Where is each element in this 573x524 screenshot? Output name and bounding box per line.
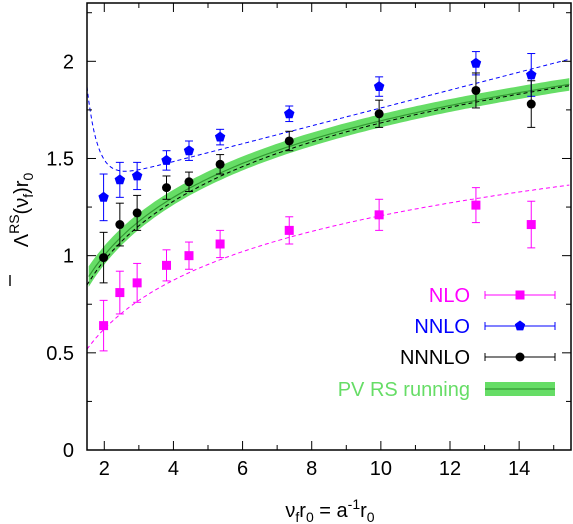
- nnlo-point: [526, 69, 537, 80]
- nlo-point: [215, 239, 225, 249]
- nnlo-point: [373, 81, 385, 91]
- pv-rs-running-band: [88, 78, 570, 287]
- nnnlo-point: [526, 99, 536, 109]
- points-layer: [98, 51, 537, 352]
- nnlo-point: [98, 191, 109, 202]
- y-tick-label: 1: [63, 246, 74, 268]
- y-tick-label: 2: [63, 51, 74, 73]
- x-tick-label: 12: [439, 458, 461, 480]
- legend-label-nlo: NLO: [429, 285, 470, 307]
- nnnlo-fit-curve: [87, 85, 570, 286]
- nlo-point: [184, 251, 194, 261]
- x-axis-label: νfr0 = a-1r0: [285, 496, 374, 524]
- nlo-point: [284, 225, 294, 235]
- nlo-point: [132, 278, 142, 288]
- ticks-layer: 2 4 6 8 10 12 14 0 0.5 1 1.5 2: [46, 3, 571, 480]
- plot-frame: [86, 2, 572, 451]
- y-tick-label: 1.5: [46, 148, 74, 170]
- nnnlo-point: [284, 136, 294, 146]
- x-tick-label: 2: [99, 458, 110, 480]
- nlo-point: [115, 288, 125, 298]
- nnnlo-point: [162, 183, 172, 193]
- nnnlo-point: [184, 177, 194, 187]
- nlo-point: [374, 210, 384, 220]
- legend: NLO NNLO NNNLO PV RS running: [338, 285, 556, 401]
- nnlo-point: [161, 154, 172, 165]
- band-layer: [88, 78, 570, 287]
- nnlo-fit-curve: [87, 58, 570, 172]
- nnnlo-point: [374, 109, 384, 119]
- x-tick-label: 10: [370, 458, 392, 480]
- legend-label-nnlo: NNLO: [414, 316, 470, 338]
- legend-label-pv-rs-running: PV RS running: [338, 379, 470, 401]
- x-tick-label: 4: [168, 458, 179, 480]
- nlo-point: [162, 260, 172, 270]
- nnnlo-point: [132, 208, 142, 218]
- nlo-point: [526, 220, 536, 230]
- pv-rs-running-line: [88, 83, 570, 277]
- nnnlo-point: [115, 220, 125, 230]
- nlo-fit-curve: [87, 184, 570, 350]
- y-tick-label: 0: [63, 440, 74, 462]
- x-tick-label: 14: [508, 458, 530, 480]
- legend-marker-nlo: [515, 290, 525, 300]
- legend-marker-nnlo: [514, 320, 526, 331]
- x-tick-label: 6: [237, 458, 248, 480]
- x-tick-label: 8: [306, 458, 317, 480]
- nnnlo-point: [99, 253, 109, 263]
- y-axis-label: ΛRS(νf)r0: [6, 173, 36, 248]
- nnlo-point: [470, 57, 482, 68]
- y-tick-label: 0.5: [46, 343, 74, 365]
- nnlo-point: [284, 108, 295, 119]
- nnnlo-point: [215, 159, 225, 169]
- nnlo-point: [114, 174, 126, 185]
- legend-label-nnnlo: NNNLO: [400, 347, 470, 369]
- nnlo-point: [183, 145, 195, 156]
- nnlo-point: [131, 170, 143, 181]
- nnnlo-point: [471, 85, 481, 95]
- nlo-point: [99, 321, 109, 331]
- legend-marker-nnnlo: [515, 352, 525, 362]
- nlo-point: [471, 200, 481, 210]
- nnlo-point: [214, 131, 226, 142]
